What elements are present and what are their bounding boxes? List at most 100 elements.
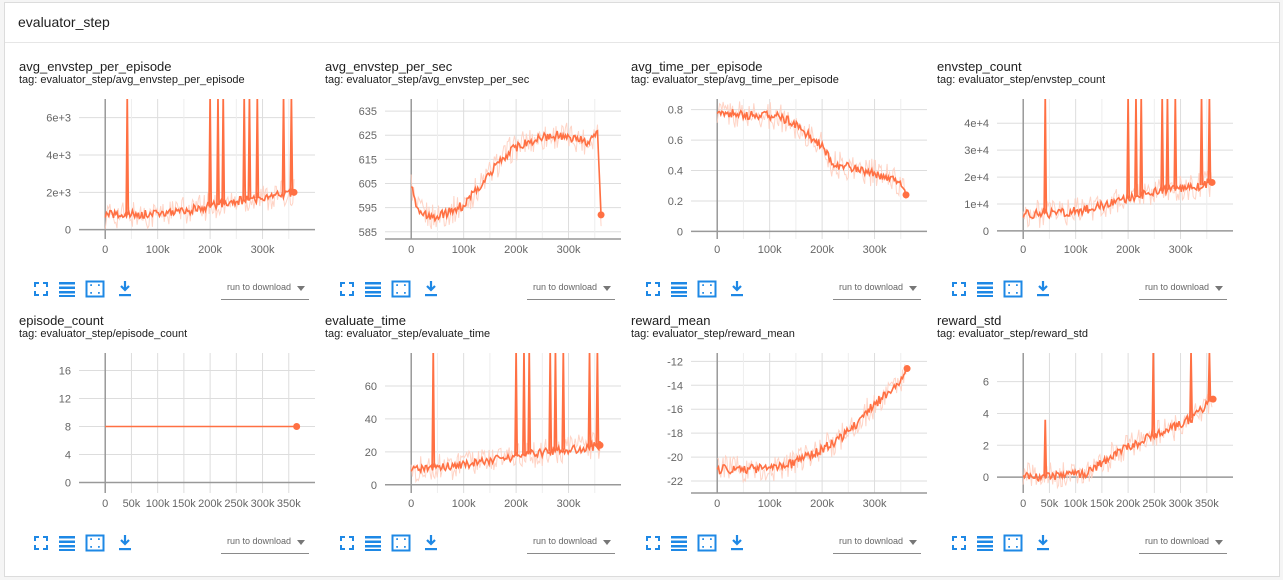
download-icon[interactable] bbox=[115, 279, 135, 299]
x-tick-label: 200k bbox=[198, 498, 222, 510]
smoothed-series-line bbox=[410, 439, 601, 475]
fit-domain-icon[interactable] bbox=[697, 279, 717, 299]
fullscreen-icon[interactable] bbox=[643, 533, 663, 553]
series-last-point[interactable] bbox=[596, 441, 604, 449]
fullscreen-icon[interactable] bbox=[337, 279, 357, 299]
fullscreen-icon[interactable] bbox=[31, 533, 51, 553]
download-icon[interactable] bbox=[421, 533, 441, 553]
chart-plot[interactable]: 0 100k 200k 300k 0 2e+3 4e+3 6e+3 bbox=[19, 91, 317, 269]
run-download-select[interactable]: run to download bbox=[1139, 531, 1227, 554]
chart-plot[interactable]: 0 100k 200k 300k 0 1e+4 2e+4 3e+4 4e+4 bbox=[937, 91, 1235, 269]
smoothed-series-line bbox=[410, 129, 602, 223]
run-download-select[interactable]: run to download bbox=[833, 277, 921, 300]
series-spike bbox=[1189, 352, 1193, 419]
run-download-placeholder: run to download bbox=[1145, 536, 1210, 546]
download-icon[interactable] bbox=[115, 533, 135, 553]
data-table-icon[interactable] bbox=[57, 279, 77, 299]
chart-plot[interactable]: 0 100k 200k 300k 585 595 605 615 625 635 bbox=[325, 91, 623, 269]
series-spike bbox=[1151, 352, 1156, 436]
run-download-placeholder: run to download bbox=[227, 282, 292, 292]
fit-domain-icon[interactable] bbox=[85, 533, 105, 553]
run-download-select[interactable]: run to download bbox=[527, 277, 615, 300]
y-tick-label: 8 bbox=[65, 422, 71, 434]
y-tick-label: 0 bbox=[677, 226, 683, 238]
data-table-icon[interactable] bbox=[363, 533, 383, 553]
series-last-point[interactable] bbox=[290, 188, 298, 196]
data-table-icon[interactable] bbox=[669, 279, 689, 299]
run-download-select[interactable]: run to download bbox=[527, 531, 615, 554]
series-last-point[interactable] bbox=[1209, 395, 1217, 403]
x-tick-label: 300k bbox=[1169, 498, 1193, 510]
fit-domain-icon[interactable] bbox=[1003, 279, 1023, 299]
run-download-select[interactable]: run to download bbox=[221, 531, 309, 554]
chart-tag: tag: evaluator_step/avg_envstep_per_sec bbox=[325, 74, 530, 86]
y-tick-label: 1e+4 bbox=[964, 199, 989, 211]
chart-title: evaluate_time bbox=[325, 313, 406, 328]
raw-series-line bbox=[1022, 393, 1213, 490]
fullscreen-icon[interactable] bbox=[949, 533, 969, 553]
y-tick-label: 605 bbox=[359, 178, 377, 190]
download-icon[interactable] bbox=[421, 279, 441, 299]
series-last-point[interactable] bbox=[1208, 178, 1216, 186]
download-icon[interactable] bbox=[727, 533, 747, 553]
run-download-placeholder: run to download bbox=[1145, 282, 1210, 292]
data-table-icon[interactable] bbox=[669, 533, 689, 553]
data-table-icon[interactable] bbox=[57, 533, 77, 553]
series-spike bbox=[1139, 98, 1144, 196]
download-icon[interactable] bbox=[1033, 279, 1053, 299]
chart-tag: tag: evaluator_step/avg_time_per_episode bbox=[631, 74, 839, 86]
chart-plot[interactable]: 0 100k 200k 300k 0 0.2 0.4 0.6 0.8 bbox=[631, 91, 929, 269]
fit-domain-icon[interactable] bbox=[391, 533, 411, 553]
y-tick-label: -18 bbox=[667, 428, 683, 440]
chevron-down-icon bbox=[297, 540, 305, 545]
series-spike bbox=[1126, 98, 1131, 199]
series-spike bbox=[1173, 98, 1178, 189]
y-tick-label: 4e+3 bbox=[46, 150, 71, 162]
chart-title: envstep_count bbox=[937, 59, 1022, 74]
run-download-select[interactable]: run to download bbox=[1139, 277, 1227, 300]
chart-toolbar: run to download bbox=[19, 277, 319, 305]
x-tick-label: 200k bbox=[504, 498, 528, 510]
x-tick-label: 300k bbox=[863, 498, 887, 510]
chart-plot[interactable]: 0 50k 100k 150k 200k 250k 300k 350k 0 4 8 12 16 bbox=[19, 345, 317, 523]
series-spike bbox=[561, 352, 566, 450]
series-spike bbox=[1199, 98, 1204, 186]
y-tick-label: 4 bbox=[65, 450, 71, 462]
fit-domain-icon[interactable] bbox=[697, 533, 717, 553]
y-tick-label: 60 bbox=[365, 381, 377, 393]
chart-toolbar: run to download bbox=[325, 277, 625, 305]
fit-domain-icon[interactable] bbox=[391, 279, 411, 299]
chart-plot[interactable]: 0 100k 200k 300k -22 -20 -18 -16 -14 -12 bbox=[631, 345, 929, 523]
x-tick-label: 300k bbox=[863, 244, 887, 256]
group-header[interactable]: evaluator_step bbox=[5, 3, 1279, 43]
chart-plot[interactable]: 0 50k 100k 150k 200k 250k 300k 350k 0 2 4 6 bbox=[937, 345, 1235, 523]
series-last-point[interactable] bbox=[597, 211, 605, 219]
series-spike bbox=[1134, 98, 1138, 197]
y-tick-label: 0 bbox=[371, 480, 377, 492]
run-download-select[interactable]: run to download bbox=[833, 531, 921, 554]
download-icon[interactable] bbox=[727, 279, 747, 299]
fullscreen-icon[interactable] bbox=[337, 533, 357, 553]
run-download-select[interactable]: run to download bbox=[221, 277, 309, 300]
fullscreen-icon[interactable] bbox=[643, 279, 663, 299]
x-tick-label: 200k bbox=[198, 244, 222, 256]
series-last-point[interactable] bbox=[293, 423, 301, 430]
chart-plot[interactable]: 0 100k 200k 300k 0 20 40 60 bbox=[325, 345, 623, 523]
fit-domain-icon[interactable] bbox=[1003, 533, 1023, 553]
x-tick-label: 250k bbox=[224, 498, 248, 510]
series-last-point[interactable] bbox=[902, 191, 910, 199]
series-last-point[interactable] bbox=[903, 365, 911, 373]
chevron-down-icon bbox=[297, 286, 305, 291]
data-table-icon[interactable] bbox=[975, 533, 995, 553]
fullscreen-icon[interactable] bbox=[949, 279, 969, 299]
series-spike bbox=[1207, 352, 1212, 402]
data-table-icon[interactable] bbox=[363, 279, 383, 299]
x-tick-label: 0 bbox=[408, 498, 414, 510]
fullscreen-icon[interactable] bbox=[31, 279, 51, 299]
data-table-icon[interactable] bbox=[975, 279, 995, 299]
fit-domain-icon[interactable] bbox=[85, 279, 105, 299]
download-icon[interactable] bbox=[1033, 533, 1053, 553]
chart-card-episode-count: episode_count tag: evaluator_step/episode… bbox=[19, 313, 319, 563]
chart-toolbar: run to download bbox=[631, 277, 931, 305]
x-tick-label: 100k bbox=[758, 244, 782, 256]
